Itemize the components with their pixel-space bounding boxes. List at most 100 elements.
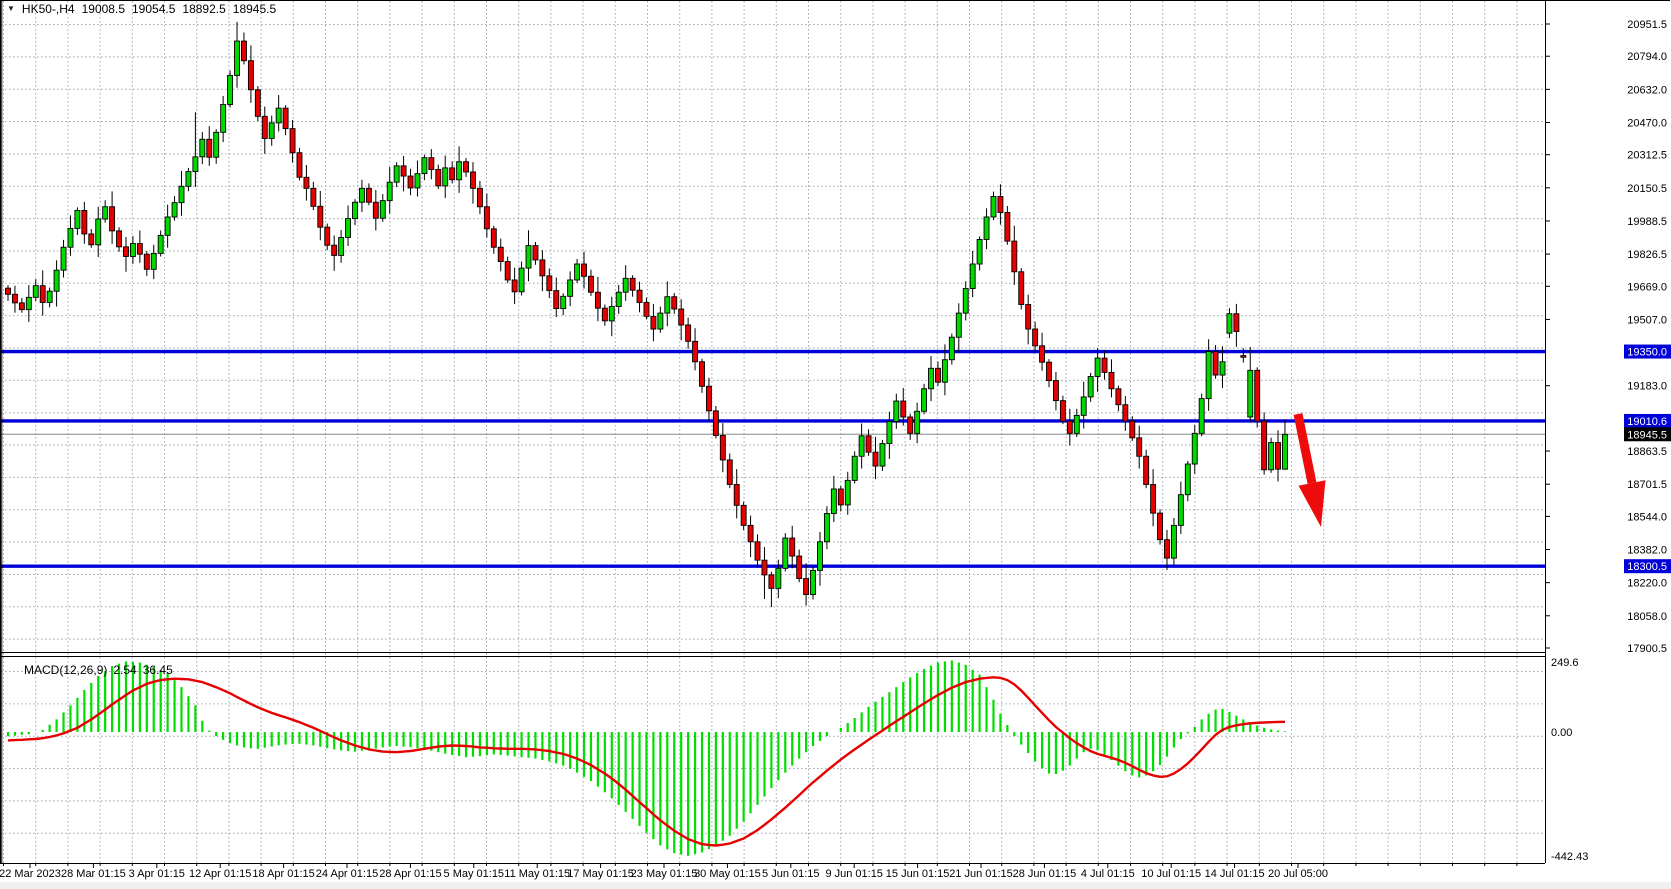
price-axis-label: 19669.0 (1627, 281, 1667, 293)
bear-candle (1115, 388, 1122, 406)
bear-candle (581, 263, 587, 277)
bull-candle (150, 252, 157, 270)
bear-candle (1275, 442, 1281, 470)
bull-candle (60, 246, 67, 271)
bull-candle (525, 245, 532, 269)
bull-candle (823, 513, 830, 543)
bull-candle (1094, 357, 1101, 377)
price-axis-label: 18058.0 (1627, 611, 1667, 623)
bear-candle (1025, 304, 1032, 330)
bear-candle (733, 484, 740, 506)
bear-candle (747, 524, 754, 543)
bear-candle (1059, 400, 1066, 422)
bull-candle (74, 209, 81, 229)
price-axis-label: 18220.0 (1627, 578, 1667, 590)
bull-candle (379, 200, 386, 219)
bear-candle (712, 410, 719, 436)
bull-candle (157, 234, 164, 254)
bear-candle (324, 226, 331, 246)
bull-candle (25, 296, 32, 311)
bear-candle (296, 152, 303, 178)
bear-candle (1143, 455, 1150, 485)
bull-candle (830, 488, 837, 514)
window-bottom-strip (0, 882, 1671, 889)
bull-candle (921, 388, 928, 412)
bear-candle (143, 253, 150, 270)
bull-candle (928, 367, 934, 390)
bear-candle (692, 340, 699, 363)
bull-candle (1226, 313, 1233, 334)
trend-arrow[interactable] (1293, 413, 1326, 527)
bear-candle (1018, 271, 1025, 305)
bear-candle (247, 60, 254, 91)
bull-candle (1219, 361, 1226, 376)
price-tag-label: 18945.5 (1627, 429, 1667, 441)
bear-candle (650, 315, 657, 330)
bull-candle (962, 288, 969, 314)
macd-axis-zero-label: 0.00 (1551, 727, 1572, 739)
bear-candle (123, 246, 129, 257)
ohlc-low: 18892.5 (182, 2, 226, 16)
bull-candle (948, 336, 955, 361)
bear-candle (643, 302, 650, 317)
bull-candle (1087, 376, 1094, 398)
bear-candle (476, 187, 483, 208)
bull-candle (664, 296, 671, 314)
price-axis-label: 19507.0 (1627, 314, 1667, 326)
bull-candle (456, 161, 463, 181)
price-tag-box (1624, 559, 1671, 574)
bear-candle (685, 324, 692, 342)
bull-candle (844, 479, 851, 506)
bear-candle (310, 187, 317, 207)
bull-candle (1205, 351, 1212, 400)
bear-candle (206, 138, 213, 158)
bear-candle (740, 504, 747, 526)
bear-candle (261, 115, 268, 139)
bear-candle (18, 302, 25, 311)
bear-candle (317, 205, 324, 228)
price-axis-label: 20951.5 (1627, 19, 1667, 31)
bull-candle (983, 216, 990, 240)
bear-candle (546, 275, 553, 292)
bear-candle (109, 206, 116, 232)
bull-candle (1247, 369, 1254, 418)
bull-candle (1177, 494, 1184, 526)
bear-candle (636, 289, 643, 303)
candles-layer (5, 21, 1288, 608)
bull-candle (220, 104, 227, 133)
ohlc-close: 18945.5 (232, 2, 277, 16)
time-axis-label: 5 Jun 01:15 (762, 868, 820, 880)
bull-candle (879, 443, 886, 467)
bull-candle (275, 107, 282, 124)
time-axis-label: 22 Mar 2023 (0, 868, 61, 880)
bear-candle (5, 287, 11, 295)
price-axis-label: 20632.0 (1627, 84, 1667, 96)
bear-candle (1150, 484, 1157, 514)
bear-candle (490, 228, 497, 248)
bull-candle (32, 285, 39, 298)
bear-candle (594, 291, 601, 309)
bull-candle (1268, 442, 1275, 471)
bear-candle (1004, 212, 1011, 242)
macd-axis-max-label: 249.6 (1551, 657, 1579, 669)
bear-candle (705, 385, 712, 412)
bear-candle (789, 537, 796, 557)
price-axis-label: 19826.5 (1627, 249, 1667, 261)
bear-candle (900, 400, 907, 418)
time-axis-label: 4 Jul 01:15 (1081, 868, 1135, 880)
bear-candle (400, 165, 407, 177)
bear-candle (699, 361, 705, 387)
bear-candle (1254, 369, 1261, 422)
symbol-dropdown-icon[interactable]: ▼ (7, 4, 15, 13)
trend-arrow-shaft (1293, 413, 1317, 484)
bear-candle (1212, 351, 1219, 376)
bull-candle (102, 206, 109, 220)
bear-candle (282, 107, 289, 130)
bull-candle (969, 263, 976, 290)
bull-candle (990, 196, 997, 218)
chart-ohlc-header: ▼ HK50-,H4 19008.5 19054.5 18892.5 18945… (7, 2, 276, 16)
bear-candle (407, 175, 414, 189)
bull-candle (1080, 396, 1087, 416)
